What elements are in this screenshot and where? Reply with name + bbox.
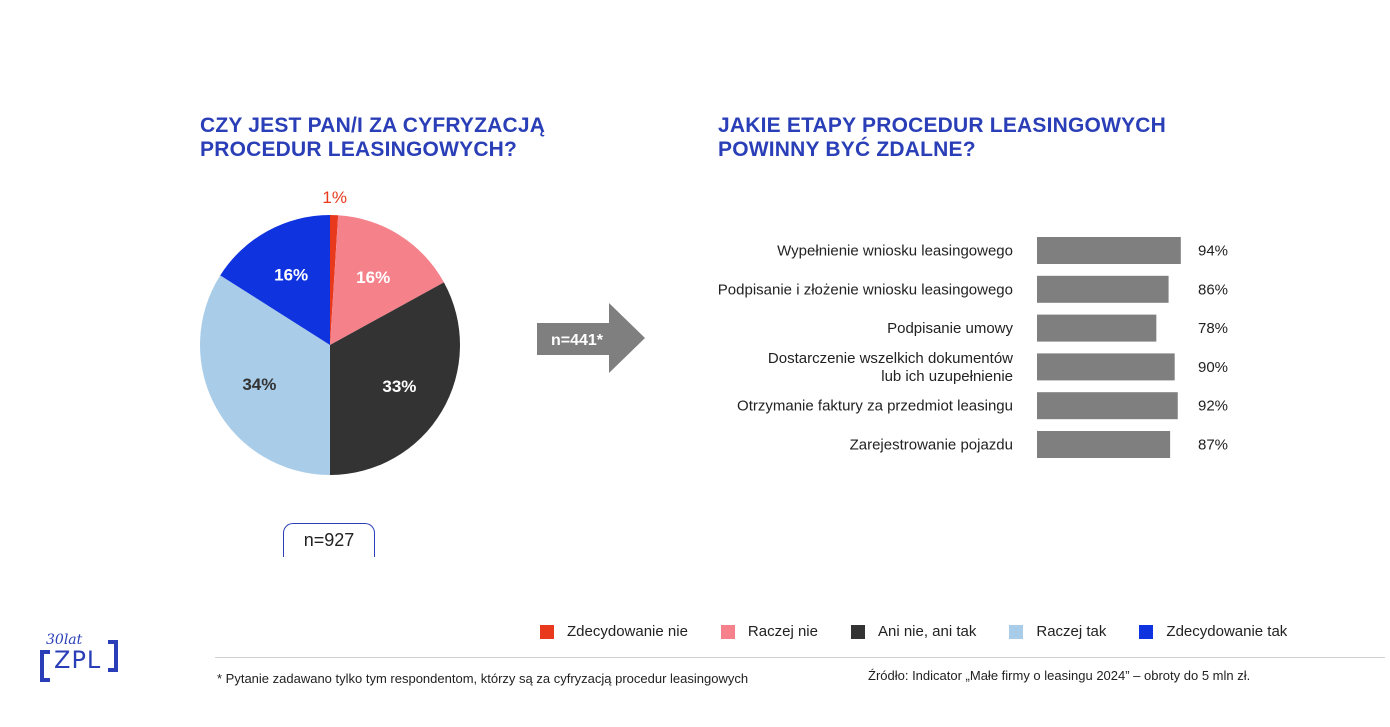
bar-5 [1037,392,1178,420]
chart-legend: Zdecydowanie nie Raczej nie Ani nie, ani t… [540,623,1320,640]
pie-slice-label-4: 34% [242,375,276,394]
pie-slice-label-5: 16% [274,265,308,284]
legend-item-4: Raczej tak [1009,623,1106,640]
pie-slice-label-2: 16% [356,268,390,287]
pie-slice-label-1: 1% [322,190,347,207]
legend-item-1: Zdecydowanie nie [540,623,688,640]
pie-slice-4 [199,275,330,475]
legend-label-2: Raczej nie [747,623,818,640]
bar-category-label-4: lub ich uzupełnienie [881,368,1013,385]
bar-category-label-4: Dostarczenie wszelkich dokumentów [768,350,1013,367]
legend-swatch-5 [1139,624,1154,639]
bar-value-label-2: 86% [1198,281,1228,298]
footnote: * Pytanie zadawano tylko tym respondento… [217,671,749,686]
bar-category-label-1: Wypełnienie wniosku leasingowego [777,243,1013,260]
arrow-sample-size-label: n=441* [551,332,604,349]
bar-3 [1037,314,1157,342]
pie-title-line-1: CZY JEST PAN/I ZA CYFRYZACJĄ [200,114,546,137]
logo-frame-left [40,650,50,682]
legend-swatch-4 [1009,624,1024,639]
legend-item-5: Zdecydowanie tak [1139,623,1287,640]
bar-category-label-6: Zarejestrowanie pojazdu [850,437,1013,454]
bar-title-line-1: JAKIE ETAPY PROCEDUR LEASINGOWYCH [718,114,1167,137]
footer-divider [215,657,1385,658]
pie-chart: 1% 16% 33% 34% 16% [199,190,460,475]
pie-slice-5 [220,215,330,345]
zpl-logo: 30lat ZPL [40,632,120,686]
pie-slice-label-3: 33% [382,377,416,396]
legend-swatch-3 [850,624,865,639]
legend-label-5: Zdecydowanie tak [1166,623,1288,640]
pie-chart-title: CZY JEST PAN/I ZA CYFRYZACJĄ PROCEDUR LE… [200,114,620,162]
bar-chart-title: JAKIE ETAPY PROCEDUR LEASINGOWYCH POWINN… [718,114,1238,162]
bar-chart: Wypełnienie wniosku leasingowego 94% Podpi… [718,237,1228,458]
legend-label-3: Ani nie, ani tak [877,623,977,640]
pie-slice-2 [330,215,444,345]
legend-swatch-1 [540,624,554,639]
logo-text: ZPL [54,646,102,674]
legend-item-2: Raczej nie [720,623,818,640]
bar-4 [1037,353,1175,381]
legend-label-4: Raczej tak [1036,623,1107,640]
bar-value-label-5: 92% [1198,398,1228,415]
legend-item-3: Ani nie, ani tak [850,623,977,640]
bar-value-label-6: 87% [1198,437,1228,454]
bar-value-label-1: 94% [1198,243,1228,260]
pie-title-line-2: PROCEDUR LEASINGOWYCH? [200,138,518,161]
arrow-graphic: n=441* [537,303,645,373]
logo-frame-right [108,640,118,672]
pie-slice-1 [330,215,339,345]
bar-category-label-2: Podpisanie i złożenie wniosku leasingowe… [718,281,1013,298]
pie-sample-size-badge: n=927 [283,523,375,557]
bar-value-label-3: 78% [1198,320,1228,337]
bar-value-label-4: 90% [1198,359,1228,376]
logo-anniversary-text: 30lat [46,632,83,648]
bar-6 [1037,431,1171,458]
bar-category-label-5: Otrzymanie faktury za przedmiot leasingu [737,398,1013,415]
legend-label-1: Zdecydowanie nie [567,623,688,640]
bar-1 [1037,237,1181,264]
legend-swatch-2 [720,624,735,639]
arrow-shape [537,303,645,373]
source-note: Źródło: Indicator „Małe firmy o leasingu… [868,668,1251,683]
pie-slice-3 [330,282,460,475]
bar-2 [1037,275,1169,303]
bar-title-line-2: POWINNY BYĆ ZDALNE? [718,138,976,161]
bar-category-label-3: Podpisanie umowy [887,320,1013,337]
